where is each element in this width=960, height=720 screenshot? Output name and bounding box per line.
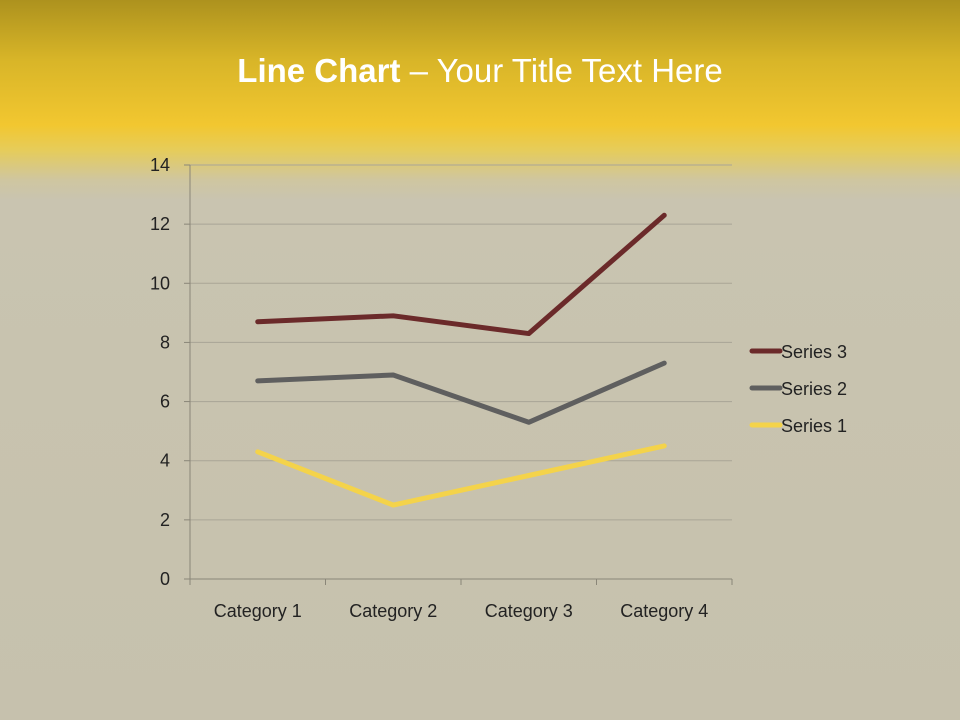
title-bold: Line Chart	[237, 52, 401, 89]
legend-label: Series 3	[781, 342, 847, 362]
y-tick-label: 14	[150, 155, 170, 175]
legend-label: Series 2	[781, 379, 847, 399]
x-tick-label: Category 2	[349, 601, 437, 621]
series-line-3	[255, 212, 667, 337]
y-tick-label: 4	[160, 451, 170, 471]
title-rest: – Your Title Text Here	[400, 52, 723, 89]
x-tick-label: Category 1	[214, 601, 302, 621]
y-tick-label: 12	[150, 214, 170, 234]
x-tick-label: Category 3	[485, 601, 573, 621]
y-tick-label: 10	[150, 273, 170, 293]
series-line-2	[255, 360, 667, 425]
legend-label: Series 1	[781, 416, 847, 436]
x-tick-label: Category 4	[620, 601, 708, 621]
series-line-1	[255, 443, 667, 508]
y-tick-label: 2	[160, 510, 170, 530]
y-tick-label: 6	[160, 392, 170, 412]
slide-title: Line Chart – Your Title Text Here	[0, 52, 960, 90]
y-tick-label: 0	[160, 569, 170, 589]
y-tick-label: 8	[160, 332, 170, 352]
